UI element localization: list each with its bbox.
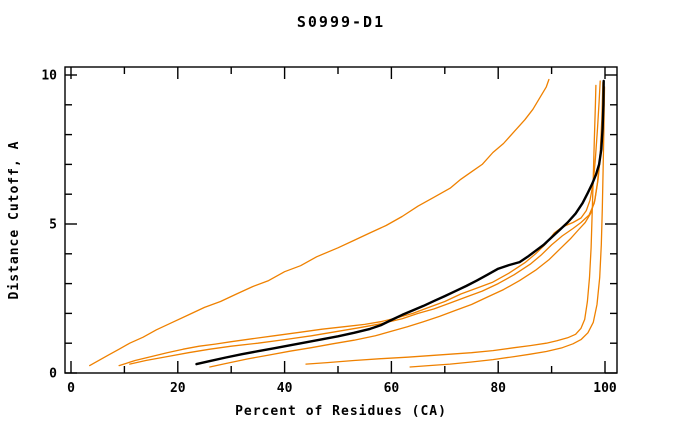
y-tick-label: 0 [49,367,57,382]
curve-model-b [118,80,601,367]
chart-title: S0999-D1 [297,13,385,31]
y-tick-label: 10 [41,69,57,84]
x-tick-label: 40 [277,381,293,396]
curve-model-a-worst [89,78,550,367]
x-tick-label: 20 [170,381,186,396]
plot-frame [64,66,618,374]
x-tick-label: 60 [384,381,400,396]
curve-model-d [209,83,605,368]
plot-area: 0 20 40 60 80 100 0 5 10 [41,66,618,396]
curve-highlighted-model [195,79,605,366]
curve-model-f-low [409,86,606,368]
y-tick-label: 5 [49,218,57,233]
x-tick-label: 80 [490,381,506,396]
curve-model-c [129,81,604,365]
curve-model-e-low [305,84,597,365]
x-tick-label: 100 [593,381,617,396]
x-tick-label: 0 [67,381,75,396]
y-axis-label: Distance Cutoff, A [7,141,22,300]
x-axis-label: Percent of Residues (CA) [235,404,447,419]
